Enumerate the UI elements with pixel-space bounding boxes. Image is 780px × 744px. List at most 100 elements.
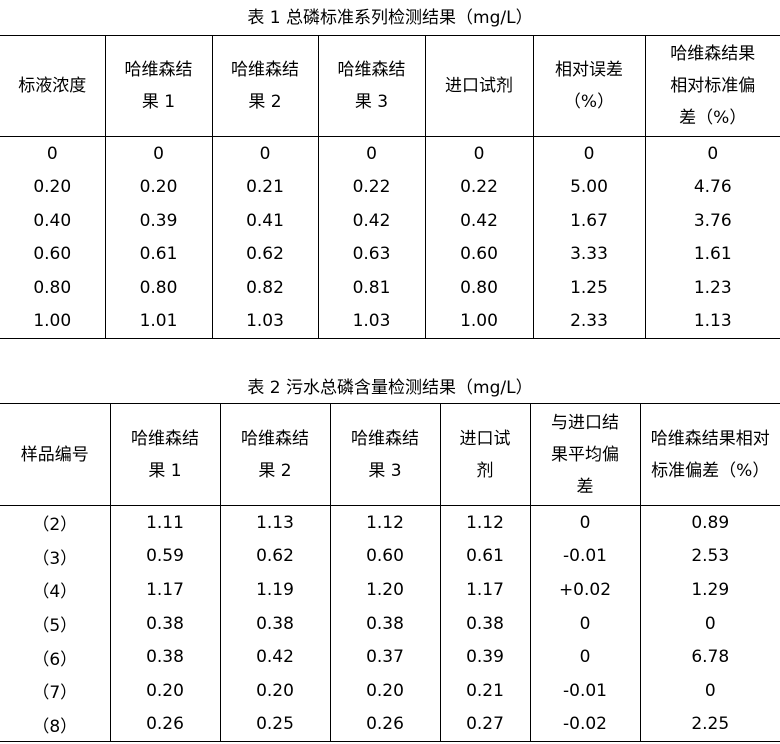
table-cell: 0 [532,136,646,171]
header-cell: 哈维森结果 3 [317,35,426,137]
table-cell: 0.80 [104,271,213,305]
table-row: （2） 1.11 1.13 1.12 1.12 0 0.89 [0,505,780,540]
table-cell: -0.01 [529,673,641,708]
header-cell: 进口试剂 [439,403,531,506]
header-cell: 哈维森结果 1 [104,35,213,137]
table-cell: 0.22 [317,170,426,204]
table-cell: 0.89 [639,505,780,540]
table-cell: 0.41 [211,204,319,238]
table-caption: 表 2 污水总磷含量检测结果（mg/L） [247,378,533,398]
table-cell: 1.03 [211,304,319,339]
table-cell: 0.27 [439,707,531,742]
data-table: 样品编号 哈维森结果 1 哈维森结果 2 哈维森结果 3 进口试剂 与进口结果平均偏差 哈维… [0,403,780,742]
table-cell: （4） [0,573,111,607]
table-cell: -0.01 [529,539,641,574]
table-cell: 0.38 [439,606,531,641]
table-cell: 0.60 [0,237,106,271]
table-row: 0.60 0.61 0.62 0.63 0.60 3.33 1.61 [0,237,780,271]
table-cell: 0.59 [109,539,221,574]
table-cell: +0.02 [529,573,641,607]
table-cell: 0.25 [219,707,331,742]
header-cell: 哈维森结果 2 [211,35,319,137]
header-row: 标液浓度 哈维森结果 1 哈维森结果 2 哈维森结果 3 进口试剂 相对误差（%） 哈维森结… [0,35,780,137]
table-cell: 1.12 [329,505,441,540]
table-row: （3） 0.59 0.62 0.60 0.61 -0.01 2.53 [0,539,780,574]
table-cell: 0 [104,136,213,171]
table-cell: 0.21 [439,673,531,708]
table-cell: -0.02 [529,707,641,742]
table-cell: 1.01 [104,304,213,339]
table-row: （6） 0.38 0.42 0.37 0.39 0 6.78 [0,640,780,674]
table-cell: 0.62 [219,539,331,574]
table-row: （7） 0.20 0.20 0.20 0.21 -0.01 0 [0,673,780,708]
table-cell: 1.11 [109,505,221,540]
table-cell: 1.13 [644,304,780,339]
table-cell: 0.21 [211,170,319,204]
table-cell: 1.29 [639,573,780,607]
table-cell: 0.81 [317,271,426,305]
table-cell: 1.00 [0,304,106,339]
table-cell: 0.80 [424,271,534,305]
table-row: 0.80 0.80 0.82 0.81 0.80 1.25 1.23 [0,271,780,305]
table-cell: 1.00 [424,304,534,339]
table-cell: 3.33 [532,237,646,271]
table-cell: 0.38 [109,640,221,674]
table-cell: 6.78 [639,640,780,674]
table-cell: 0.26 [329,707,441,742]
table-cell: 0.39 [104,204,213,238]
table-cell: 0.82 [211,271,319,305]
table-row: 1.00 1.01 1.03 1.03 1.00 2.33 1.13 [0,304,780,339]
table-cell: 0 [529,505,641,540]
table-cell: 1.03 [317,304,426,339]
table-row: 0.40 0.39 0.41 0.42 0.42 1.67 3.76 [0,204,780,238]
table-cell: 1.13 [219,505,331,540]
table-cell: 4.76 [644,170,780,204]
table-cell: 0.20 [219,673,331,708]
table-cell: （2） [0,505,111,540]
table-cell: 0 [211,136,319,171]
table-cell: 0.62 [211,237,319,271]
table-cell: 1.12 [439,505,531,540]
table-cell: 0.63 [317,237,426,271]
table-cell: 1.17 [439,573,531,607]
table-cell: 0.38 [219,606,331,641]
table-cell: 0.22 [424,170,534,204]
table-cell: 0 [644,136,780,171]
table-cell: 0 [424,136,534,171]
table-cell: 3.76 [644,204,780,238]
table-cell: 1.20 [329,573,441,607]
header-row: 样品编号 哈维森结果 1 哈维森结果 2 哈维森结果 3 进口试剂 与进口结果平均偏差 哈维… [0,403,780,506]
table-cell: 0.61 [104,237,213,271]
table-cell: 0.20 [329,673,441,708]
table-cell: 0.60 [424,237,534,271]
table-cell: 0.20 [104,170,213,204]
header-cell: 标液浓度 [0,35,106,137]
table-cell: 0.42 [317,204,426,238]
table-cell: 0 [639,606,780,641]
table-cell: 5.00 [532,170,646,204]
table-cell: 0.38 [109,606,221,641]
header-cell: 哈维森结果相对标准偏差（%） [644,35,780,137]
table-cell: 1.17 [109,573,221,607]
table-row: 0.20 0.20 0.21 0.22 0.22 5.00 4.76 [0,170,780,204]
table-cell: 0 [639,673,780,708]
table-cell: 0.39 [439,640,531,674]
table-cell: 0.61 [439,539,531,574]
header-cell: 与进口结果平均偏差 [529,403,641,506]
header-cell: 相对误差（%） [532,35,646,137]
table-cell: 0.37 [329,640,441,674]
table-cell: （8） [0,707,111,742]
header-cell: 样品编号 [0,403,111,506]
table-cell: 1.67 [532,204,646,238]
table-cell: 1.25 [532,271,646,305]
table-cell: 0.38 [329,606,441,641]
table-row: （4） 1.17 1.19 1.20 1.17 +0.02 1.29 [0,573,780,607]
header-cell: 哈维森结果 2 [219,403,331,506]
table-cell: 0 [317,136,426,171]
table-cell: （6） [0,640,111,674]
table-row: （5） 0.38 0.38 0.38 0.38 0 0 [0,606,780,641]
table-cell: 1.19 [219,573,331,607]
table-cell: 0.20 [109,673,221,708]
